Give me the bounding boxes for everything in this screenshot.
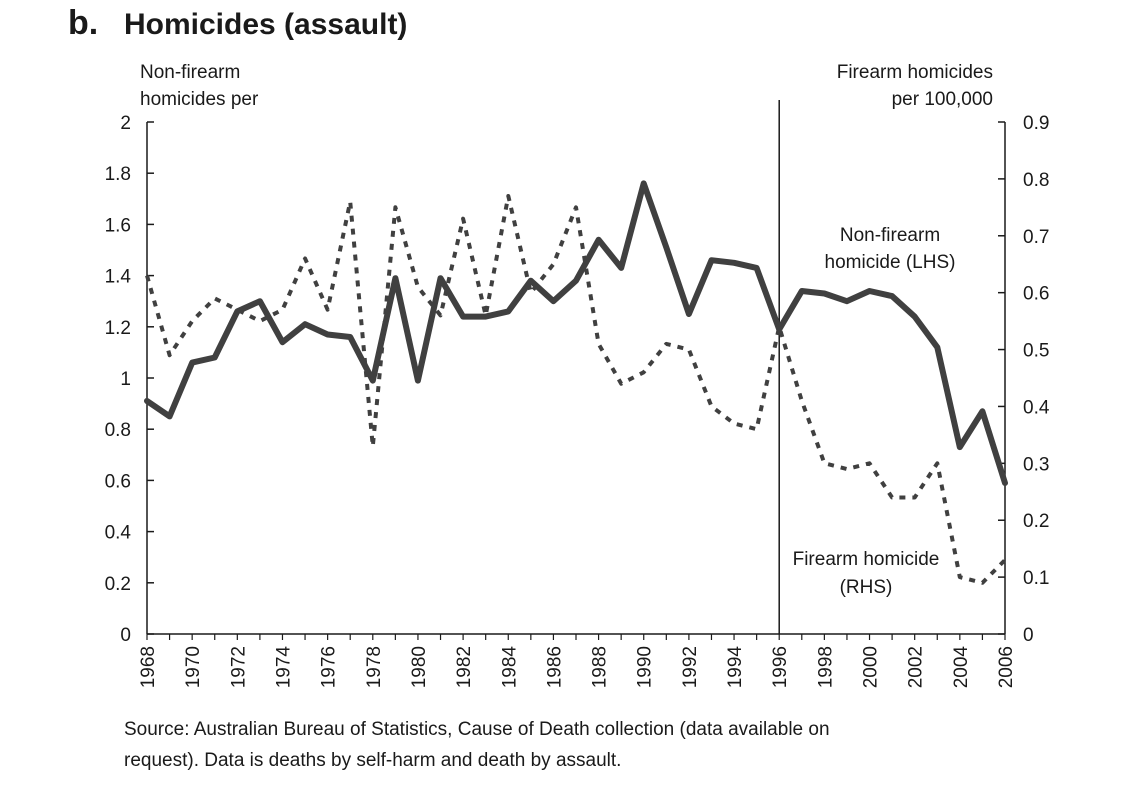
right-tick-label: 0.8 xyxy=(1023,170,1049,191)
right-tick-label: 0.4 xyxy=(1023,397,1050,418)
x-tick-label: 2006 xyxy=(996,646,1017,688)
left-tick-label: 0 xyxy=(120,625,131,646)
left-tick-label: 1.2 xyxy=(105,318,131,339)
x-tick-label: 1996 xyxy=(770,646,791,688)
source-note-line-1: Source: Australian Bureau of Statistics,… xyxy=(124,719,830,740)
left-tick-label: 1.6 xyxy=(105,215,131,236)
left-axis-label: Non-firearm homicides per xyxy=(140,59,258,113)
left-tick-label: 0.2 xyxy=(105,574,131,595)
right-tick-label: 0.1 xyxy=(1023,568,1049,589)
x-tick-label: 1978 xyxy=(364,646,385,688)
panel-letter: b. xyxy=(68,4,99,42)
x-tick-label: 1994 xyxy=(725,646,746,689)
x-tick-label: 2002 xyxy=(906,646,927,688)
x-tick-label: 1982 xyxy=(454,646,475,688)
series-label-firearm-line-2: (RHS) xyxy=(840,577,893,598)
right-tick-label: 0 xyxy=(1023,625,1034,646)
x-tick-label: 2000 xyxy=(861,646,882,688)
right-axis-label-line-2: per 100,000 xyxy=(891,89,993,110)
x-tick-label: 1968 xyxy=(138,646,159,688)
right-tick-label: 0.7 xyxy=(1023,227,1049,248)
series-line-firearm xyxy=(145,194,1007,585)
source-note-line-2: request). Data is deaths by self-harm an… xyxy=(124,750,622,771)
left-tick-label: 0.8 xyxy=(105,420,131,441)
left-axis-label-line-2: homicides per xyxy=(140,89,259,110)
left-tick-label: 1.4 xyxy=(105,267,132,288)
x-tick-label: 1980 xyxy=(409,646,430,688)
left-tick-label: 0.4 xyxy=(105,523,132,544)
x-tick-label: 1990 xyxy=(635,646,656,688)
x-tick-label: 2004 xyxy=(951,646,972,689)
series-label-firearm-line-1: Firearm homicide xyxy=(793,549,940,570)
left-tick-label: 2 xyxy=(120,113,131,134)
right-tick-label: 0.3 xyxy=(1023,454,1049,475)
right-axis-label-line-1: Firearm homicides xyxy=(836,62,993,83)
x-tick-label: 1986 xyxy=(544,646,565,688)
right-tick-label: 0.2 xyxy=(1023,511,1049,532)
left-tick-label: 0.6 xyxy=(105,471,131,492)
right-tick-label: 0.6 xyxy=(1023,284,1049,305)
x-tick-label: 1974 xyxy=(273,646,294,689)
left-axis-label-line-1: Non-firearm xyxy=(140,62,241,83)
series-line-non-firearm xyxy=(144,180,1008,486)
chart-title: Homicides (assault) xyxy=(124,8,408,41)
x-tick-label: 1972 xyxy=(228,646,249,688)
left-tick-label: 1 xyxy=(120,369,131,390)
series-label-non-firearm-line-2: homicide (LHS) xyxy=(825,252,956,273)
x-tick-label: 1998 xyxy=(815,646,836,688)
x-tick-label: 1970 xyxy=(183,646,204,688)
left-tick-label: 1.8 xyxy=(105,164,131,185)
x-tick-label: 1992 xyxy=(680,646,701,688)
right-tick-label: 0.9 xyxy=(1023,113,1049,134)
series-label-non-firearm-line-1: Non-firearm xyxy=(840,225,940,246)
x-tick-label: 1976 xyxy=(319,646,340,688)
x-tick-label: 1984 xyxy=(499,646,520,689)
x-tick-label: 1988 xyxy=(590,646,611,688)
source-note: Source: Australian Bureau of Statistics,… xyxy=(124,714,1024,776)
right-axis-label: Firearm homicides per 100,000 xyxy=(837,59,993,113)
right-tick-label: 0.5 xyxy=(1023,341,1049,362)
